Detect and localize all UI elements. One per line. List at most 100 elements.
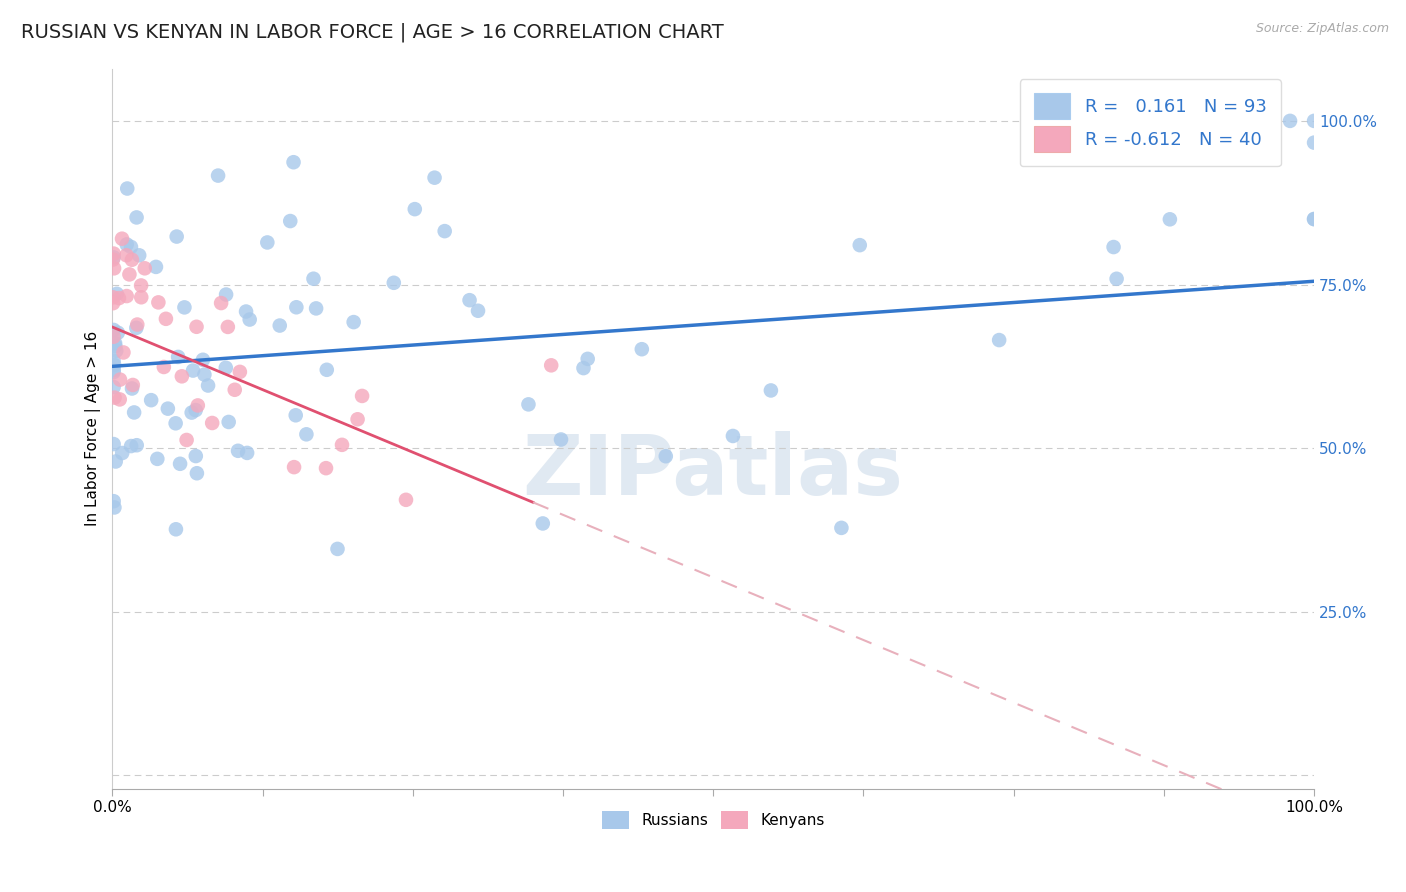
Point: [118, 268, 141, 282]
Point: [1102, 240, 1125, 254]
Point: [125, 321, 148, 335]
Point: [169, 457, 191, 471]
Point: [104, 339, 127, 353]
Point: [104, 336, 127, 351]
Point: [103, 353, 125, 368]
Point: [283, 155, 305, 169]
Point: [128, 248, 150, 262]
Point: [115, 289, 138, 303]
Point: [218, 415, 240, 429]
Point: [284, 409, 307, 423]
Point: [215, 360, 238, 375]
Point: [630, 342, 652, 356]
Point: [330, 438, 353, 452]
Point: [209, 296, 232, 310]
Point: [111, 446, 134, 460]
Point: [236, 446, 259, 460]
Point: [103, 365, 125, 379]
Point: [830, 521, 852, 535]
Point: [224, 383, 246, 397]
Point: [117, 181, 139, 195]
Point: [305, 301, 328, 316]
Point: [167, 350, 190, 364]
Point: [145, 260, 167, 274]
Point: [103, 251, 125, 265]
Point: [180, 406, 202, 420]
Point: [540, 359, 562, 373]
Point: [121, 252, 143, 267]
Point: [129, 278, 152, 293]
Point: [226, 443, 249, 458]
Point: [173, 301, 195, 315]
Point: [176, 433, 198, 447]
Point: [215, 287, 238, 301]
Point: [229, 365, 252, 379]
Point: [122, 405, 145, 419]
Point: [848, 238, 870, 252]
Point: [103, 437, 125, 451]
Text: ZIPatlas: ZIPatlas: [523, 431, 904, 512]
Point: [153, 359, 176, 374]
Point: [103, 358, 125, 372]
Point: [134, 261, 156, 276]
Point: [207, 169, 229, 183]
Point: [352, 389, 374, 403]
Point: [343, 315, 366, 329]
Point: [315, 363, 337, 377]
Point: [1303, 114, 1326, 128]
Point: [721, 429, 744, 443]
Point: [346, 412, 368, 426]
Point: [186, 319, 208, 334]
Point: [201, 416, 224, 430]
Point: [467, 303, 489, 318]
Point: [125, 438, 148, 452]
Point: [103, 391, 125, 405]
Point: [181, 363, 204, 377]
Point: [655, 449, 678, 463]
Point: [166, 229, 188, 244]
Point: [186, 467, 208, 481]
Point: [256, 235, 278, 250]
Point: [108, 373, 131, 387]
Point: [112, 345, 135, 359]
Point: [988, 333, 1011, 347]
Point: [121, 382, 143, 396]
Point: [184, 403, 207, 417]
Point: [101, 296, 124, 310]
Point: [278, 214, 301, 228]
Legend: Russians, Kenyans: Russians, Kenyans: [596, 805, 831, 835]
Point: [165, 522, 187, 536]
Point: [295, 427, 318, 442]
Point: [103, 363, 125, 377]
Point: [404, 202, 426, 216]
Point: [141, 393, 163, 408]
Point: [108, 291, 131, 305]
Point: [103, 323, 125, 337]
Point: [550, 433, 572, 447]
Point: [285, 300, 308, 314]
Point: [517, 397, 540, 411]
Point: [235, 304, 257, 318]
Point: [239, 312, 262, 326]
Point: [120, 439, 142, 453]
Point: [120, 240, 142, 254]
Point: [108, 392, 131, 407]
Point: [572, 361, 595, 376]
Point: [170, 369, 193, 384]
Point: [165, 417, 187, 431]
Point: [302, 271, 325, 285]
Point: [115, 237, 138, 252]
Point: [184, 449, 207, 463]
Point: [1279, 114, 1302, 128]
Point: [148, 295, 170, 310]
Point: [105, 343, 128, 358]
Point: [531, 516, 554, 531]
Point: [101, 252, 124, 267]
Point: [458, 293, 481, 308]
Point: [101, 290, 124, 304]
Point: [1254, 130, 1277, 145]
Point: [1159, 212, 1181, 227]
Point: [156, 401, 179, 416]
Point: [217, 319, 239, 334]
Point: [187, 399, 209, 413]
